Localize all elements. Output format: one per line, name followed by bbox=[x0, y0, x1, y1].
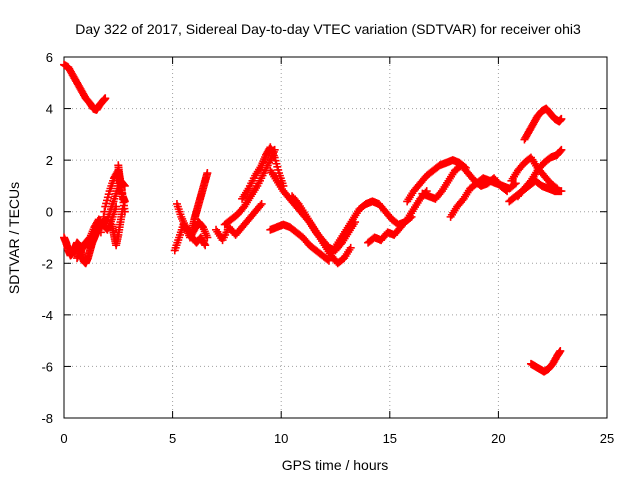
y-tick-label: -6 bbox=[41, 359, 53, 374]
data-point bbox=[511, 179, 520, 188]
x-tick-label: 5 bbox=[169, 431, 176, 446]
series-mid-cluster-b bbox=[172, 199, 212, 242]
series-afternoon-trace-c bbox=[403, 156, 470, 206]
data-point bbox=[200, 239, 209, 248]
y-tick-label: 4 bbox=[46, 102, 53, 117]
data-point bbox=[120, 197, 129, 206]
data-point bbox=[203, 169, 212, 178]
data-point bbox=[100, 207, 109, 216]
y-tick-label: -2 bbox=[41, 256, 53, 271]
data-point bbox=[323, 255, 332, 264]
data-point bbox=[557, 145, 566, 154]
y-tick-label: 6 bbox=[46, 50, 53, 65]
data-point bbox=[556, 146, 565, 155]
series-late-low-arc bbox=[526, 346, 565, 376]
series-late-upper-arc bbox=[520, 104, 566, 144]
series-peak-trace bbox=[238, 143, 288, 203]
series-early-descending-arc bbox=[60, 60, 110, 114]
x-tick-label: 25 bbox=[600, 431, 614, 446]
series-early-lower-trace bbox=[60, 228, 101, 268]
x-tick-label: 0 bbox=[60, 431, 67, 446]
series-afternoon-trace-b bbox=[364, 187, 431, 247]
plot-frame bbox=[63, 56, 608, 419]
data-point bbox=[557, 114, 566, 123]
y-axis-label: SDTVAR / TECUs bbox=[6, 182, 22, 294]
data-point bbox=[99, 212, 108, 221]
data-point bbox=[203, 233, 212, 242]
series-post-peak-trace-b bbox=[288, 192, 355, 268]
y-tick-label: 0 bbox=[46, 205, 53, 220]
data-point bbox=[96, 228, 105, 237]
grid-layer bbox=[64, 57, 607, 418]
data-point bbox=[101, 94, 110, 103]
data-point bbox=[201, 241, 210, 250]
series-evening-trace-a bbox=[446, 174, 520, 221]
series-evening-trace-c bbox=[513, 145, 566, 201]
data-point bbox=[557, 187, 566, 196]
series-mid-flat-trace bbox=[266, 220, 333, 265]
points-layer bbox=[60, 60, 566, 376]
data-point bbox=[556, 346, 565, 355]
series-mid-low-trace bbox=[212, 199, 266, 245]
y-tick-label: 2 bbox=[46, 153, 53, 168]
data-point bbox=[118, 205, 127, 214]
chart-title: Day 322 of 2017, Sidereal Day-to-day VTE… bbox=[75, 21, 581, 37]
x-tick-label: 15 bbox=[383, 431, 397, 446]
x-tick-label: 10 bbox=[274, 431, 288, 446]
x-tick-label: 20 bbox=[491, 431, 505, 446]
series-evening-trace-d bbox=[505, 176, 566, 206]
data-point bbox=[98, 218, 107, 227]
data-point bbox=[257, 199, 266, 208]
series-early-drop bbox=[107, 205, 127, 250]
data-point bbox=[346, 243, 355, 252]
data-point bbox=[256, 201, 265, 210]
y-tick-label: -8 bbox=[41, 411, 53, 426]
series-mid-rising-trace bbox=[188, 169, 212, 234]
x-axis-label: GPS time / hours bbox=[282, 457, 389, 473]
series-early-spike bbox=[114, 161, 129, 206]
data-point bbox=[97, 223, 106, 232]
data-point bbox=[324, 256, 333, 265]
y-tick-label: -4 bbox=[41, 308, 53, 323]
